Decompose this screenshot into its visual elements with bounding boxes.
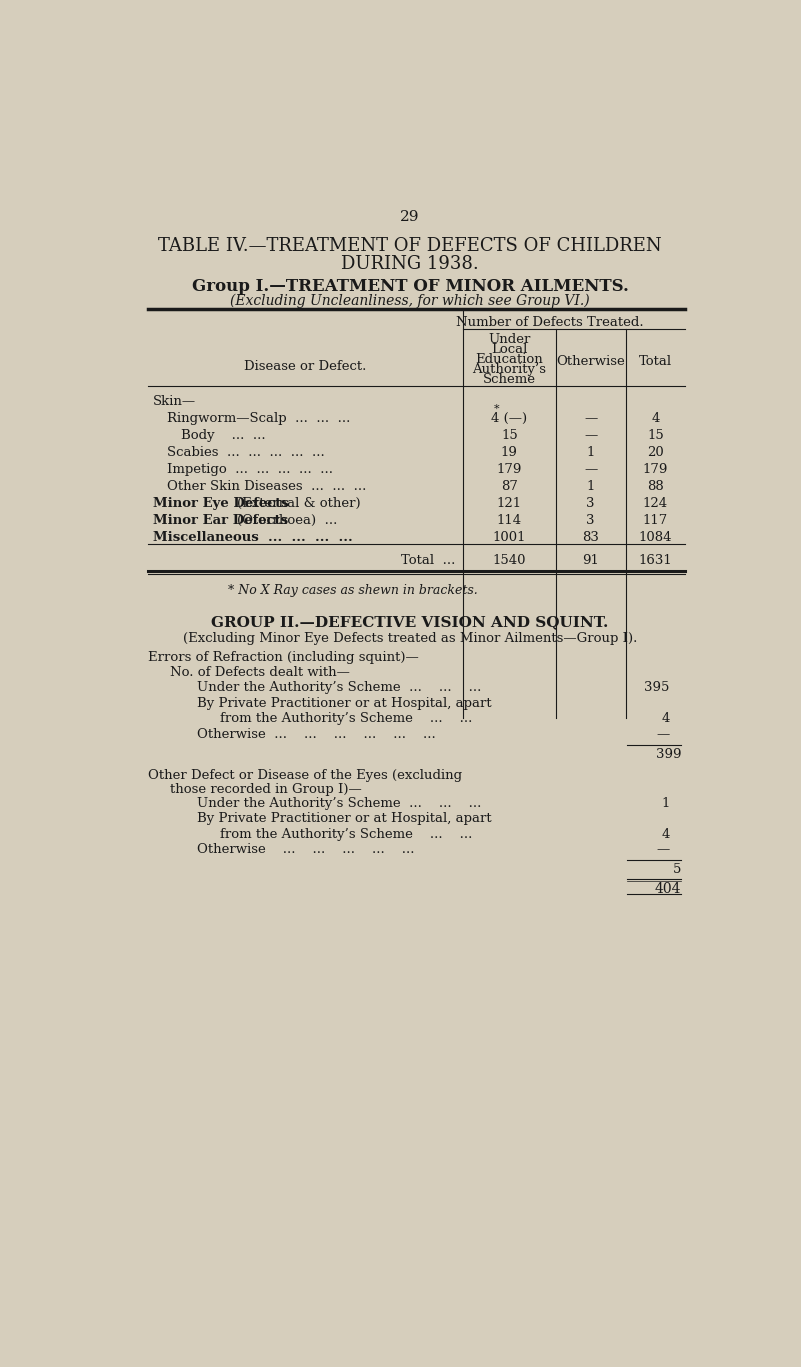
- Text: 1540: 1540: [493, 554, 526, 567]
- Text: 87: 87: [501, 480, 517, 492]
- Text: *: *: [494, 405, 500, 414]
- Text: Total: Total: [639, 355, 672, 368]
- Text: 5: 5: [673, 863, 682, 876]
- Text: Under: Under: [488, 334, 530, 346]
- Text: 395: 395: [644, 682, 670, 694]
- Text: Minor Ear Defects: Minor Ear Defects: [153, 514, 292, 526]
- Text: —: —: [584, 411, 598, 425]
- Text: from the Authority’s Scheme    ...    ...: from the Authority’s Scheme ... ...: [220, 828, 473, 841]
- Text: Other Skin Diseases  ...  ...  ...: Other Skin Diseases ... ... ...: [167, 480, 366, 492]
- Text: 404: 404: [655, 883, 682, 897]
- Text: Skin—: Skin—: [153, 395, 196, 407]
- Text: —: —: [584, 429, 598, 442]
- Text: 121: 121: [497, 496, 522, 510]
- Text: Otherwise: Otherwise: [557, 355, 625, 368]
- Text: 3: 3: [586, 514, 595, 526]
- Text: Disease or Defect.: Disease or Defect.: [244, 361, 367, 373]
- Text: TABLE IV.—TREATMENT OF DEFECTS OF CHILDREN: TABLE IV.—TREATMENT OF DEFECTS OF CHILDR…: [159, 238, 662, 256]
- Text: DURING 1938.: DURING 1938.: [341, 254, 479, 273]
- Text: Minor Eye Defects: Minor Eye Defects: [153, 496, 293, 510]
- Text: Scheme: Scheme: [483, 373, 536, 387]
- Text: Body    ...  ...: Body ... ...: [181, 429, 265, 442]
- Text: 4: 4: [662, 712, 670, 726]
- Text: 179: 179: [642, 463, 668, 476]
- Text: 4 (—): 4 (—): [491, 411, 527, 425]
- Text: 4: 4: [662, 828, 670, 841]
- Text: 179: 179: [497, 463, 522, 476]
- Text: 1001: 1001: [493, 530, 526, 544]
- Text: from the Authority’s Scheme    ...    ...: from the Authority’s Scheme ... ...: [220, 712, 473, 726]
- Text: 1: 1: [662, 797, 670, 811]
- Text: those recorded in Group I)—: those recorded in Group I)—: [170, 783, 361, 796]
- Text: Group I.—TREATMENT OF MINOR AILMENTS.: Group I.—TREATMENT OF MINOR AILMENTS.: [191, 278, 629, 295]
- Text: 124: 124: [643, 496, 668, 510]
- Text: 399: 399: [656, 748, 682, 760]
- Text: (Excluding Uncleanliness, for which see Group VI.): (Excluding Uncleanliness, for which see …: [231, 294, 590, 308]
- Text: Authority’s: Authority’s: [473, 364, 546, 376]
- Text: Scabies  ...  ...  ...  ...  ...: Scabies ... ... ... ... ...: [167, 446, 324, 459]
- Text: 114: 114: [497, 514, 522, 526]
- Text: 15: 15: [647, 429, 664, 442]
- Text: 1: 1: [586, 446, 595, 459]
- Text: 3: 3: [586, 496, 595, 510]
- Text: (Excluding Minor Eye Defects treated as Minor Ailments—Group I).: (Excluding Minor Eye Defects treated as …: [183, 632, 638, 645]
- Text: —: —: [657, 843, 670, 856]
- Text: (Otorrhoea)  ...: (Otorrhoea) ...: [236, 514, 337, 526]
- Text: Otherwise    ...    ...    ...    ...    ...: Otherwise ... ... ... ... ...: [197, 843, 414, 856]
- Text: By Private Practitioner or at Hospital, apart: By Private Practitioner or at Hospital, …: [197, 697, 492, 709]
- Text: Local: Local: [491, 343, 528, 357]
- Text: Number of Defects Treated.: Number of Defects Treated.: [456, 316, 643, 328]
- Text: —: —: [657, 727, 670, 741]
- Text: (External & other): (External & other): [236, 496, 360, 510]
- Text: No. of Defects dealt with—: No. of Defects dealt with—: [170, 666, 350, 679]
- Text: Total  ...: Total ...: [400, 554, 455, 567]
- Text: 29: 29: [400, 211, 420, 224]
- Text: 19: 19: [501, 446, 517, 459]
- Text: Under the Authority’s Scheme  ...    ...    ...: Under the Authority’s Scheme ... ... ...: [197, 797, 481, 811]
- Text: 20: 20: [647, 446, 664, 459]
- Text: GROUP II.—DEFECTIVE VISION AND SQUINT.: GROUP II.—DEFECTIVE VISION AND SQUINT.: [211, 615, 609, 629]
- Text: Miscellaneous  ...  ...  ...  ...: Miscellaneous ... ... ... ...: [153, 530, 352, 544]
- Text: 91: 91: [582, 554, 599, 567]
- Text: 1084: 1084: [638, 530, 672, 544]
- Text: Impetigo  ...  ...  ...  ...  ...: Impetigo ... ... ... ... ...: [167, 463, 332, 476]
- Text: 88: 88: [647, 480, 664, 492]
- Text: 1631: 1631: [638, 554, 672, 567]
- Text: Errors of Refraction (including squint)—: Errors of Refraction (including squint)—: [148, 651, 419, 664]
- Text: By Private Practitioner or at Hospital, apart: By Private Practitioner or at Hospital, …: [197, 812, 492, 826]
- Text: Other Defect or Disease of the Eyes (excluding: Other Defect or Disease of the Eyes (exc…: [148, 770, 462, 782]
- Text: Under the Authority’s Scheme  ...    ...    ...: Under the Authority’s Scheme ... ... ...: [197, 682, 481, 694]
- Text: * No X Ray cases as shewn in brackets.: * No X Ray cases as shewn in brackets.: [228, 585, 477, 597]
- Text: Ringworm—Scalp  ...  ...  ...: Ringworm—Scalp ... ... ...: [167, 411, 350, 425]
- Text: 4: 4: [651, 411, 659, 425]
- Text: Education: Education: [476, 354, 543, 366]
- Text: 117: 117: [642, 514, 668, 526]
- Text: 83: 83: [582, 530, 599, 544]
- Text: 15: 15: [501, 429, 517, 442]
- Text: —: —: [584, 463, 598, 476]
- Text: Otherwise  ...    ...    ...    ...    ...    ...: Otherwise ... ... ... ... ... ...: [197, 727, 436, 741]
- Text: 1: 1: [586, 480, 595, 492]
